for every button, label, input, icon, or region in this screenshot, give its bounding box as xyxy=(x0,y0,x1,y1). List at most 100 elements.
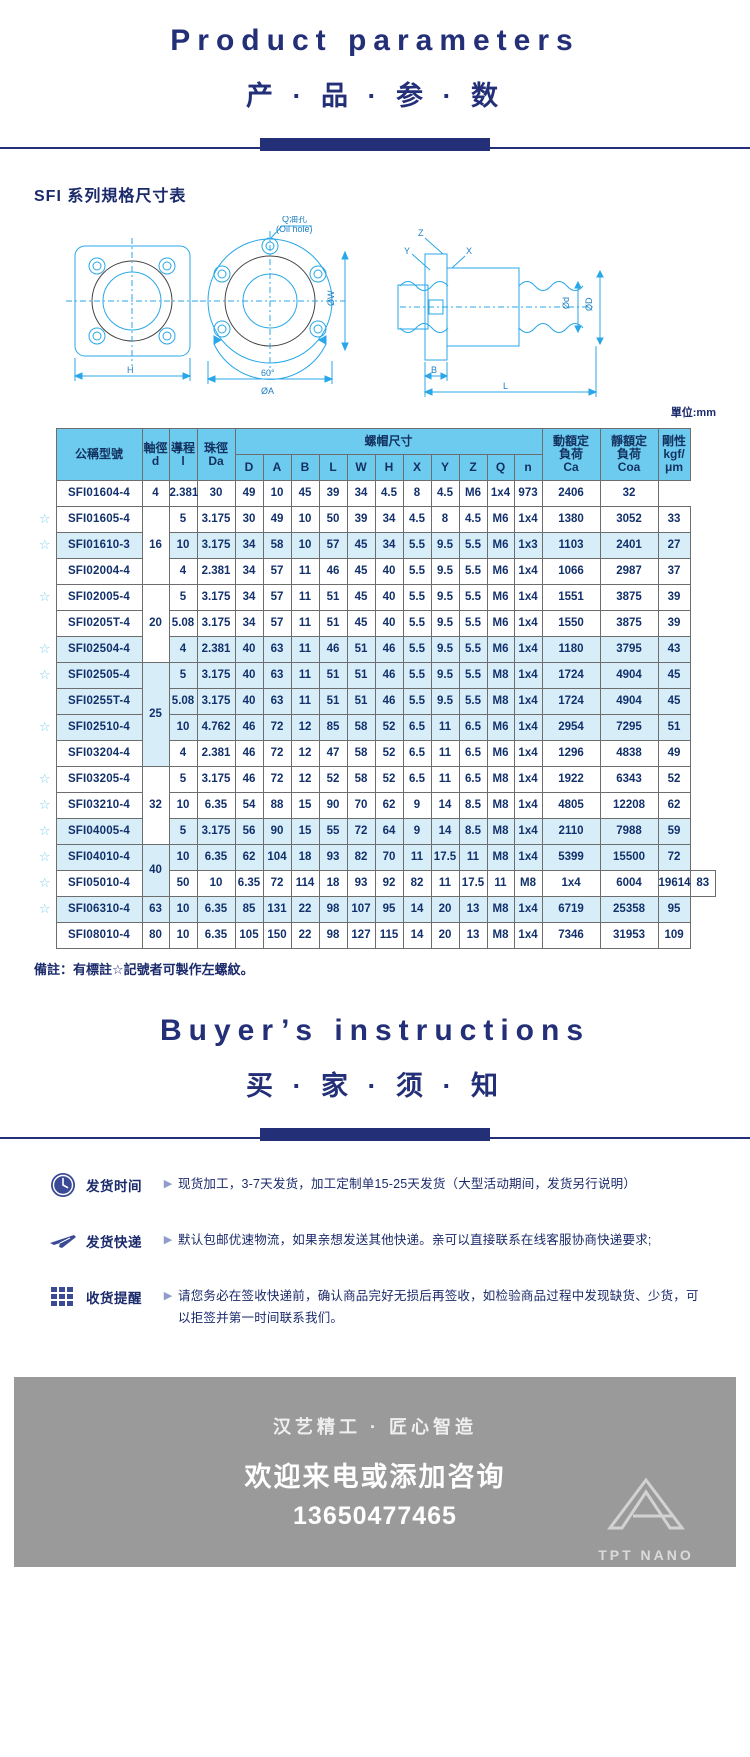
cell-L: 51 xyxy=(318,662,348,689)
cell-Q: M8 xyxy=(486,792,515,819)
th-nut-size: 螺帽尺寸 xyxy=(234,428,543,455)
cell-X: 9 xyxy=(402,818,432,845)
cell-da: 6.35 xyxy=(234,870,264,897)
cell-coa: 12208 xyxy=(599,792,659,819)
cell-Z: 5.5 xyxy=(458,610,488,637)
cell-L: 51 xyxy=(318,610,348,637)
cell-da: 3.175 xyxy=(196,532,236,559)
cell-da: 3.175 xyxy=(196,818,236,845)
cell-shaft-dia: 80 xyxy=(141,922,170,949)
cell-coa: 4904 xyxy=(599,688,659,715)
cell-W: 127 xyxy=(346,922,376,949)
cell-Q: M6 xyxy=(486,610,515,637)
arrow-right-icon: ▶ xyxy=(163,1290,173,1302)
th-shaft-dia: 軸徑 d xyxy=(141,428,170,481)
table-row: ☆ SFI04010-4 40 10 6.35 62 104 18 93 82 70 11 17.5 11… xyxy=(34,844,716,897)
cell-n: 1x4 xyxy=(486,480,515,507)
cell-H: 64 xyxy=(374,818,404,845)
th-dynamic-load: 動額定 負荷 Ca xyxy=(541,428,601,481)
label-h: H xyxy=(127,365,134,375)
th-nut-q: Q xyxy=(486,454,515,481)
cell-L: 98 xyxy=(318,896,348,923)
cell-rig: 43 xyxy=(657,636,691,663)
cell-Z: 6.5 xyxy=(458,740,488,767)
th-nut-d: D xyxy=(234,454,264,481)
product-parameters-page: Product parameters 产 · 品 · 参 · 数 SFI 系列規… xyxy=(0,0,750,1567)
cell-ca: 6719 xyxy=(541,896,601,923)
cell-H: 40 xyxy=(374,558,404,585)
cell-rig: 83 xyxy=(689,870,717,897)
cell-Z: 11 xyxy=(458,844,488,871)
cell-rig: 27 xyxy=(657,532,691,559)
cell-ca: 1724 xyxy=(541,662,601,689)
cell-l: 5 xyxy=(168,506,198,533)
cell-B: 10 xyxy=(290,532,320,559)
table-row: SFI03204-4 4 2.381 46 72 12 47 58 52 6.5 11 6.5 M6 1x… xyxy=(34,740,716,767)
cell-shaft-dia: 50 xyxy=(168,870,198,897)
cell-rig: 45 xyxy=(657,662,691,689)
cell-da: 4.762 xyxy=(196,714,236,741)
cell-Z: 4.5 xyxy=(458,506,488,533)
label-oil-hole-cn: Q油孔 xyxy=(282,216,307,224)
cell-L: 93 xyxy=(318,844,348,871)
cell-ca: 1550 xyxy=(541,610,601,637)
cell-B: 11 xyxy=(290,558,320,585)
cell-l: 10 xyxy=(196,870,236,897)
th-ball-dia-cn: 珠徑 xyxy=(203,440,228,455)
cell-rig: 72 xyxy=(657,844,691,871)
left-thread-star-marker: ☆ xyxy=(38,588,51,604)
cell-L: 85 xyxy=(318,714,348,741)
left-thread-star-marker xyxy=(34,923,56,949)
cell-ca: 1066 xyxy=(541,558,601,585)
brand-logo-icon xyxy=(607,1477,685,1530)
cell-n: 1x3 xyxy=(513,532,543,559)
cell-X: 14 xyxy=(402,896,432,923)
cell-ca: 1922 xyxy=(541,766,601,793)
table-row: SFI0205T-4 5.08 3.175 34 57 11 51 45 40 5.5 9.5 5.5… xyxy=(34,610,716,637)
cell-rig: 45 xyxy=(657,688,691,715)
cell-model: SFI02505-4 xyxy=(55,662,143,689)
cell-n: 1x4 xyxy=(513,792,543,819)
th-static-load: 靜額定 負荷 Coa xyxy=(599,428,659,481)
product-parameters-header: Product parameters 产 · 品 · 参 · 数 xyxy=(0,0,750,152)
cell-W: 51 xyxy=(346,662,376,689)
cell-X: 5.5 xyxy=(402,584,432,611)
th-shaft-dia-sym: d xyxy=(151,453,160,468)
footer-cta: 欢迎来电或添加咨询 xyxy=(244,1462,506,1492)
table-row: ☆ SFI01610-3 10 3.175 34 58 10 57 45 34 5.5 9.5 5.5 M… xyxy=(34,532,716,559)
th-rig-l2: kgf/ xyxy=(663,447,685,462)
cell-model: SFI02510-4 xyxy=(55,714,143,741)
airplane-icon xyxy=(46,1224,80,1258)
th-ca-l1: 動額定 xyxy=(553,434,590,449)
cell-H: 52 xyxy=(374,740,404,767)
cell-Q: M8 xyxy=(486,766,515,793)
cell-n: 1x4 xyxy=(513,922,543,949)
cell-L: 46 xyxy=(318,558,348,585)
cell-ca: 5399 xyxy=(541,844,601,871)
cell-X: 11 xyxy=(402,844,432,871)
cell-W: 51 xyxy=(346,636,376,663)
cell-l: 10 xyxy=(168,844,198,871)
left-thread-star-marker: ☆ xyxy=(38,848,51,864)
cell-coa: 4904 xyxy=(599,662,659,689)
header-row-1: 公稱型號 軸徑 d 導程 l 珠徑 Da 螺帽尺寸 動額定 xyxy=(34,428,716,481)
star-spacer xyxy=(34,429,56,455)
cell-L: 90 xyxy=(318,792,348,819)
th-ca-l3: Ca xyxy=(563,459,579,474)
cell-n: 1x4 xyxy=(513,662,543,689)
buyer-title-en: Buyer’s instructions xyxy=(159,1014,591,1047)
cell-Z: 5.5 xyxy=(458,558,488,585)
cell-shaft-dia: 16 xyxy=(141,506,170,585)
cell-Q: M8 xyxy=(486,844,515,871)
left-thread-star-marker: ☆ xyxy=(38,796,51,812)
cell-rig: 52 xyxy=(657,766,691,793)
cell-l: 5 xyxy=(168,584,198,611)
th-nut-l: L xyxy=(318,454,348,481)
cell-rig: 32 xyxy=(599,480,659,507)
cell-W: 39 xyxy=(346,506,376,533)
unit-note: 單位:mm xyxy=(670,407,716,419)
cell-Z: 5.5 xyxy=(458,636,488,663)
cell-B: 11 xyxy=(290,636,320,663)
cell-rig: 37 xyxy=(657,558,691,585)
cell-model: SFI0205T-4 xyxy=(55,610,143,637)
